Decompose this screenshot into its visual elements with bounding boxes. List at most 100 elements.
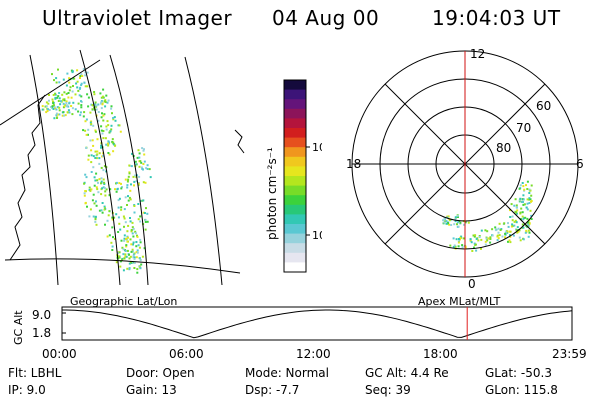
emission-pixel [52, 102, 55, 105]
emission-pixel [102, 137, 105, 140]
emission-pixel [67, 105, 70, 108]
emission-pixel [86, 71, 89, 74]
emission-pixel [84, 120, 87, 123]
emission-pixel [53, 117, 56, 120]
emission-pixel [140, 263, 143, 266]
emission-pixel [104, 137, 107, 140]
emission-pixel [519, 211, 522, 214]
emission-pixel [146, 168, 149, 170]
emission-pixel [111, 112, 113, 115]
emission-pixel [526, 217, 529, 220]
emission-pixel [66, 111, 69, 114]
emission-pixel [90, 188, 93, 191]
emission-pixel [135, 180, 138, 183]
emission-pixel [107, 140, 110, 143]
emission-pixel [519, 218, 522, 221]
emission-pixel [60, 100, 62, 103]
emission-pixel [98, 178, 101, 181]
emission-pixel [47, 102, 50, 105]
emission-pixel [445, 222, 448, 225]
emission-pixel [117, 231, 120, 233]
emission-pixel [528, 231, 531, 234]
emission-pixel [104, 101, 107, 103]
emission-pixel [486, 239, 489, 242]
emission-pixel [129, 261, 132, 264]
emission-pixel [55, 77, 58, 80]
emission-pixel [100, 107, 103, 110]
coastline [234, 129, 245, 154]
emission-pixel [494, 226, 497, 229]
emission-pixel [518, 187, 521, 190]
emission-pixel [515, 206, 518, 209]
emission-pixel [130, 230, 133, 233]
emission-pixel [97, 119, 100, 122]
emission-pixel [94, 179, 97, 182]
emission-pixel [83, 111, 86, 114]
emission-pixel [131, 226, 134, 229]
emission-pixel [473, 235, 476, 238]
emission-pixel [469, 238, 472, 241]
emission-pixel [106, 101, 109, 104]
time-tick-0000: 00:00 [42, 347, 77, 361]
emission-pixel [132, 175, 135, 178]
emission-pixel [528, 202, 531, 204]
emission-pixel [527, 229, 530, 232]
emission-pixel [128, 172, 131, 175]
emission-pixel [463, 223, 465, 226]
emission-pixel [496, 234, 499, 237]
emission-pixel [471, 250, 474, 252]
emission-pixel [142, 211, 145, 214]
emission-pixel [475, 249, 478, 252]
emission-pixel [477, 239, 480, 242]
emission-pixel [146, 220, 149, 223]
emission-pixel [142, 199, 145, 202]
aurora-emission-geo [41, 68, 152, 274]
emission-pixel [95, 200, 97, 203]
emission-pixel [71, 90, 74, 93]
emission-pixel [91, 104, 94, 107]
emission-pixel [528, 222, 531, 225]
emission-pixel [62, 102, 65, 105]
emission-pixel [132, 254, 135, 257]
mlt-label-18: 18 [346, 157, 361, 171]
emission-pixel [100, 180, 103, 183]
emission-pixel [511, 225, 514, 227]
emission-pixel [91, 199, 94, 202]
emission-pixel [450, 224, 453, 226]
emission-pixel [117, 206, 120, 209]
emission-pixel [82, 68, 85, 71]
emission-pixel [94, 157, 97, 159]
emission-pixel [134, 232, 137, 235]
gain-info: Gain: 13 [126, 383, 177, 397]
emission-pixel [136, 271, 139, 274]
emission-pixel [58, 106, 61, 109]
emission-pixel [499, 229, 502, 231]
emission-pixel [79, 77, 81, 79]
time-tick-0600: 06:00 [169, 347, 204, 361]
emission-pixel [132, 227, 135, 230]
emission-pixel [107, 152, 110, 154]
mlat-label-60: 60 [536, 99, 551, 113]
emission-pixel [100, 166, 103, 169]
emission-pixel [149, 176, 152, 179]
emission-pixel [72, 101, 75, 104]
emission-pixel [511, 223, 514, 226]
emission-pixel [130, 165, 133, 168]
emission-pixel [442, 219, 445, 222]
emission-pixel [125, 245, 128, 248]
emission-pixel [57, 95, 60, 98]
emission-pixel [453, 244, 456, 247]
emission-pixel [92, 124, 95, 127]
emission-pixel [124, 253, 127, 256]
emission-pixel [61, 93, 64, 96]
alt-axis-label: GC Alt [12, 310, 25, 345]
emission-pixel [100, 177, 103, 180]
emission-pixel [104, 223, 106, 226]
emission-pixel [126, 230, 129, 233]
emission-pixel [127, 178, 130, 181]
emission-pixel [515, 212, 518, 215]
mlat-label-80: 80 [496, 141, 511, 155]
emission-pixel [144, 228, 147, 231]
emission-pixel [131, 248, 134, 251]
emission-pixel [62, 98, 65, 101]
